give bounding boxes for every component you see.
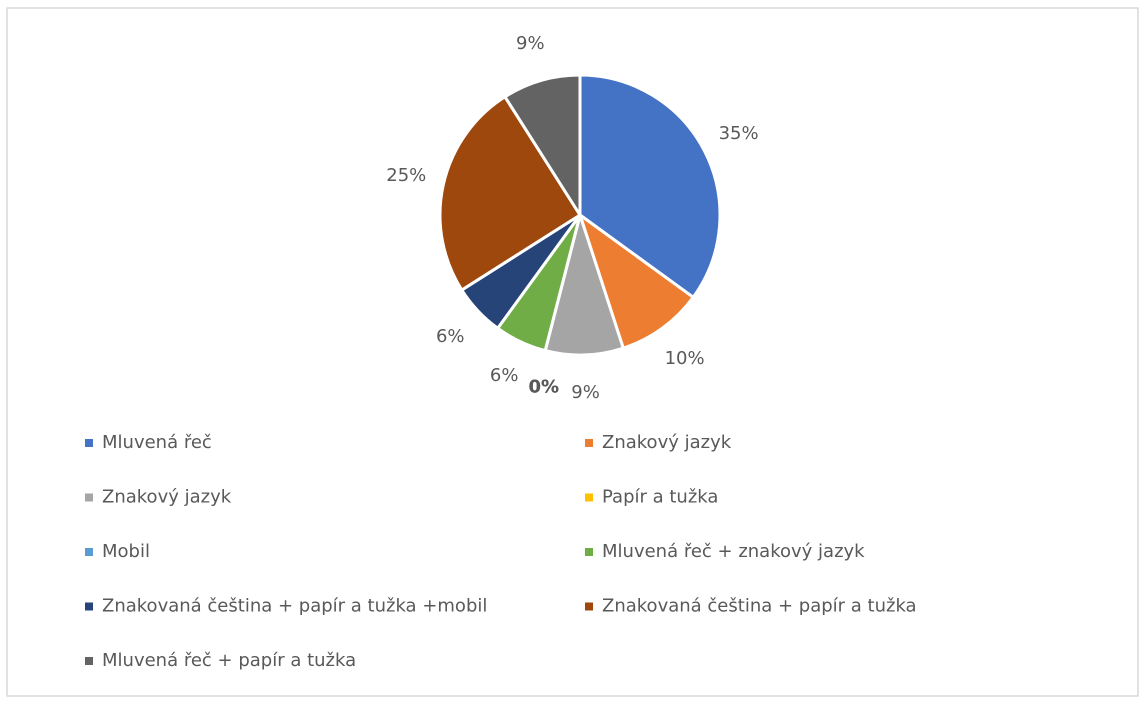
legend-swatch [85, 439, 93, 447]
data-label: 6% [436, 326, 465, 347]
legend-swatch [85, 493, 93, 502]
pie-slice [438, 94, 583, 293]
legend-label: Mluvená řeč + papír a tužka [102, 650, 356, 671]
legend-label: Mobil [102, 541, 150, 562]
data-label: 9% [516, 33, 545, 54]
pie-slice [543, 209, 626, 357]
legend-swatch [85, 548, 93, 556]
data-label: 35% [719, 123, 759, 144]
data-label: 0% [528, 376, 559, 397]
legend-swatch [585, 602, 593, 611]
legend-swatch [85, 657, 93, 665]
data-label: 25% [386, 165, 426, 186]
legend-label: Mluvená řeč [102, 432, 212, 453]
pie-slice [502, 73, 582, 221]
legend-swatch [585, 493, 593, 502]
data-label: 6% [490, 365, 519, 386]
pie-slice [578, 73, 722, 300]
legend-swatch [585, 548, 593, 556]
legend-swatch [585, 439, 593, 447]
legend-label: Papír a tužka [602, 487, 718, 508]
data-label: 10% [665, 348, 705, 369]
data-label: 9% [571, 382, 600, 403]
legend-label: Znakový jazyk [602, 432, 732, 453]
legend-label: Znakovaná čeština + papír a tužka [602, 596, 917, 617]
legend-label: Znakový jazyk [102, 487, 232, 508]
legend-label: Znakovaná čeština + papír a tužka +mobil [102, 596, 487, 617]
legend-label: Mluvená řeč + znakový jazyk [602, 541, 865, 562]
data-label: 0% [528, 376, 559, 397]
pie-slice [577, 211, 696, 351]
legend-swatch [85, 602, 93, 611]
